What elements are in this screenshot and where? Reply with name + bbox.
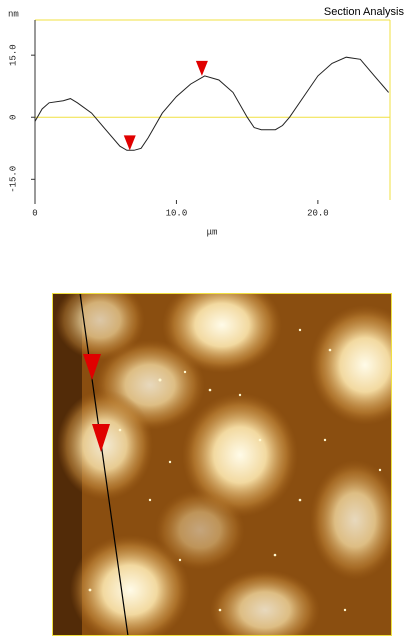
x-tick-label: 0 (32, 208, 37, 218)
y-tick-label: -15.0 (8, 166, 18, 193)
y-tick-label: 15.0 (8, 44, 18, 66)
chart-title: Section Analysis (324, 6, 405, 18)
cursor-marker (123, 135, 136, 151)
cursor-marker (195, 60, 208, 76)
x-tick-label: 10.0 (166, 208, 188, 218)
plot: 15.0 0 -15.0 0 10.0 20.0 (8, 19, 391, 218)
afm-image (52, 293, 392, 636)
profile-line (34, 56, 389, 151)
x-axis-label: μm (207, 227, 218, 237)
x-tick-label: 20.0 (307, 208, 329, 218)
y-tick-label: 0 (8, 115, 18, 120)
y-unit: nm (8, 9, 19, 19)
